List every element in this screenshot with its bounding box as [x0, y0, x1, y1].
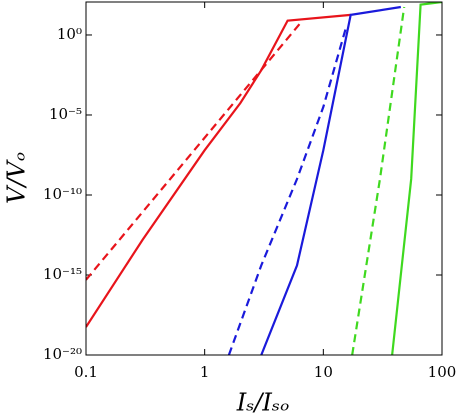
y-tick-label: 10⁻²⁰ [43, 345, 82, 363]
x-tick-label: 1 [200, 363, 210, 381]
x-axis-label: Iₛ/Iₛₒ [236, 389, 289, 417]
line [86, 13, 351, 328]
line [86, 21, 302, 281]
line [227, 27, 347, 355]
y-tick-label: 10⁻¹⁰ [43, 185, 82, 203]
line [260, 5, 402, 355]
y-tick-label: 10⁻¹⁵ [43, 265, 82, 283]
x-tick-label: 0.1 [74, 363, 98, 381]
line [351, 6, 406, 355]
x-tick-label: 10 [314, 363, 333, 381]
y-axis-label: V/Vₒ [3, 152, 31, 204]
y-tick-label: 10⁰ [57, 25, 82, 43]
line [391, 2, 442, 355]
plot-frame [85, 1, 443, 356]
x-tick-label: 100 [428, 363, 457, 381]
y-tick-label: 10⁻⁵ [49, 105, 82, 123]
